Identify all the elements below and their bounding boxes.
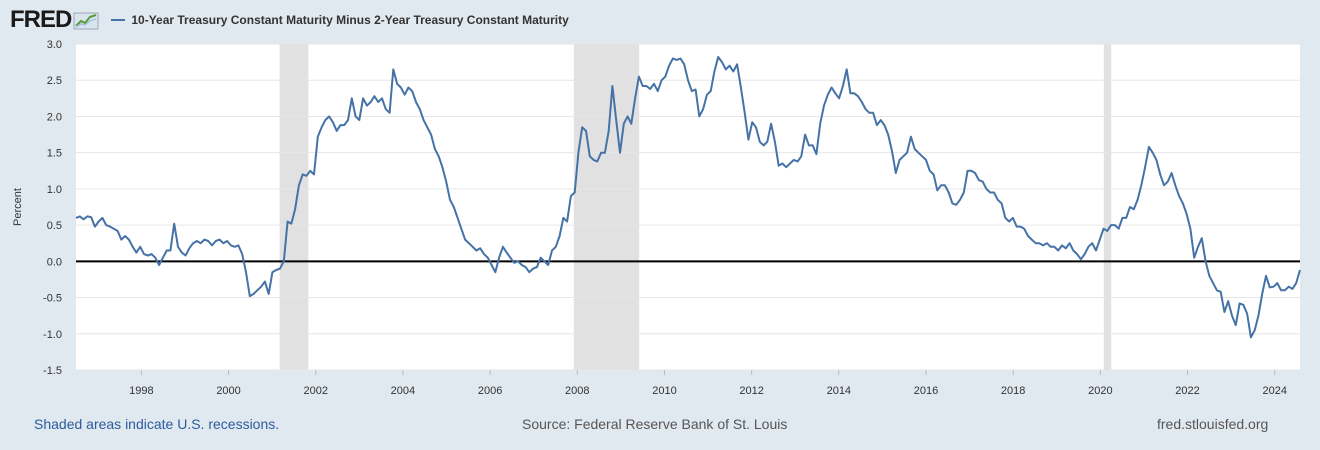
x-tick-label: 2002 — [304, 385, 328, 397]
legend-label: 10-Year Treasury Constant Maturity Minus… — [131, 13, 569, 27]
x-tick-label: 1998 — [129, 385, 153, 397]
x-tick-label: 2012 — [739, 385, 763, 397]
y-tick-label: 2.5 — [47, 75, 62, 87]
x-tick-label: 2014 — [827, 385, 851, 397]
x-tick-label: 2004 — [391, 385, 415, 397]
x-tick-label: 2024 — [1262, 385, 1286, 397]
y-tick-label: 0.5 — [47, 220, 62, 232]
site-link[interactable]: fred.stlouisfed.org — [1157, 416, 1269, 432]
chart-header: FRED 10-Year Treasury Constant Maturity … — [10, 6, 569, 34]
x-tick-label: 2022 — [1175, 385, 1199, 397]
fred-graph-icon — [73, 12, 99, 30]
fred-logo-text: FRED — [10, 6, 72, 33]
x-tick-label: 2016 — [914, 385, 938, 397]
x-axis-ticks: 1998 2000 2002 2004 2006 2008 2010 2012 2014 2016… — [129, 370, 1287, 397]
recession-band — [279, 44, 309, 370]
x-tick-label: 2006 — [478, 385, 502, 397]
y-axis-ticks: 3.0 2.5 2.0 1.5 1.0 0.5 0.0 -0.5 -1.0 -1.5 — [43, 39, 62, 377]
plot-area — [76, 44, 1300, 370]
x-tick-label: 2000 — [216, 385, 240, 397]
series-line-10y-minus-2y — [75, 56, 1301, 339]
fred-logo[interactable]: FRED — [10, 6, 99, 34]
y-tick-label: -1.5 — [43, 365, 62, 377]
recession-note-link[interactable]: Shaded areas indicate U.S. recessions. — [34, 416, 280, 432]
x-tick-label: 2020 — [1088, 385, 1112, 397]
x-tick-label: 2018 — [1001, 385, 1025, 397]
y-tick-label: -1.0 — [43, 329, 62, 341]
recession-shading — [279, 44, 1112, 370]
y-tick-label: -0.5 — [43, 293, 62, 305]
recession-band — [1103, 44, 1112, 370]
y-tick-label: 3.0 — [47, 39, 62, 51]
x-tick-label: 2010 — [652, 385, 676, 397]
legend-swatch — [111, 19, 126, 21]
line-chart: 3.0 2.5 2.0 1.5 1.0 0.5 0.0 -0.5 -1.0 -1.5 1998 20… — [12, 39, 1301, 397]
recession-band — [573, 44, 640, 370]
y-tick-label: 0.0 — [47, 256, 62, 268]
x-tick-label: 2008 — [565, 385, 589, 397]
chart-legend: 10-Year Treasury Constant Maturity Minus… — [111, 13, 569, 27]
y-tick-label: 2.0 — [47, 111, 62, 123]
source-note: Source: Federal Reserve Bank of St. Loui… — [522, 416, 788, 432]
y-axis-label: Percent — [12, 188, 24, 226]
y-tick-label: 1.5 — [47, 148, 62, 160]
y-tick-label: 1.0 — [47, 184, 62, 196]
